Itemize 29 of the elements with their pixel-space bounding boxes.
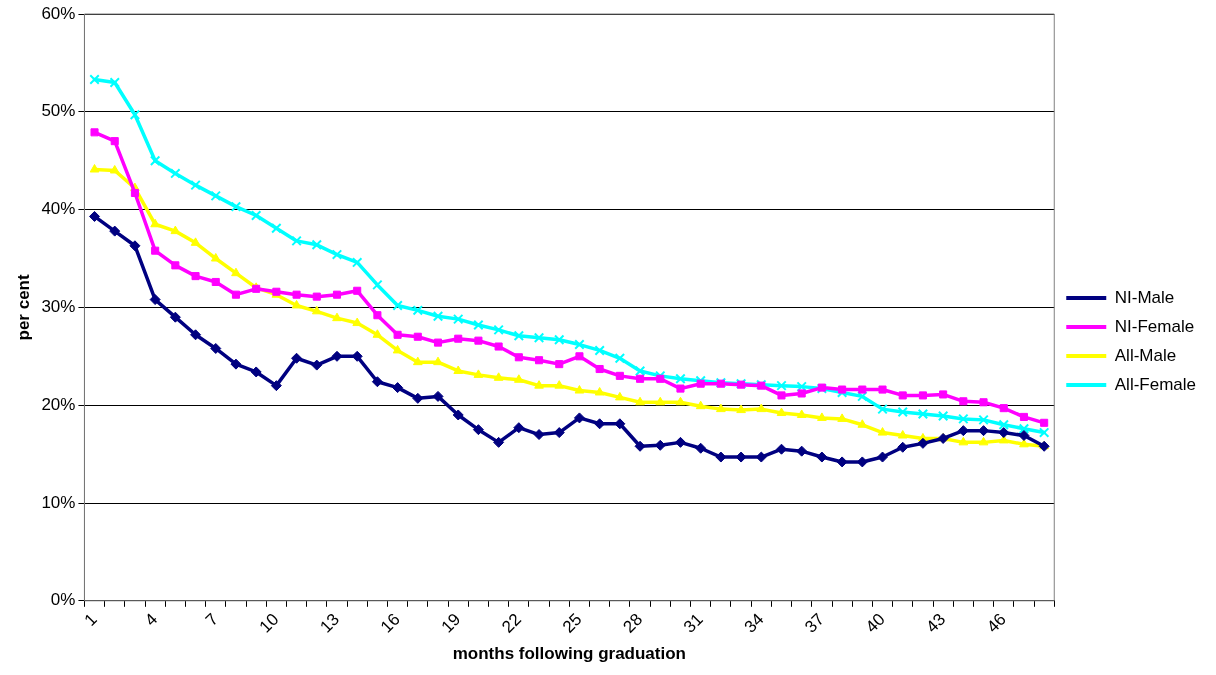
y-tick-label: 50% [41, 101, 76, 121]
x-tick-label: 40 [861, 609, 889, 637]
x-tick-label: 28 [619, 609, 647, 637]
y-tick-label: 20% [41, 394, 76, 414]
x-tick-label: 10 [255, 609, 283, 637]
x-axis-title: months following graduation [452, 644, 686, 664]
y-tick-label: 40% [41, 199, 76, 219]
x-tick-label: 34 [740, 609, 768, 637]
x-tick-label: 37 [801, 609, 829, 637]
y-tick-label: 30% [41, 297, 76, 317]
legend-label: NI-Male [1114, 287, 1175, 307]
legend-label: All-Male [1114, 345, 1177, 365]
x-tick-label: 16 [376, 609, 404, 637]
x-tick-label: 13 [316, 609, 344, 637]
x-tick-label: 22 [498, 609, 525, 637]
y-tick-label: 0% [50, 590, 76, 610]
x-tick-label: 1 [80, 609, 101, 630]
x-tick-label: 19 [437, 609, 465, 637]
x-tick-label: 25 [558, 609, 586, 637]
x-tick-label: 4 [141, 609, 162, 630]
x-tick-label: 7 [201, 609, 222, 630]
y-tick-label: 10% [41, 492, 76, 512]
legend-label: All-Female [1114, 374, 1197, 394]
y-tick-label: 60% [41, 3, 76, 23]
y-axis-title: per cent [13, 274, 33, 341]
x-tick-label: 43 [922, 609, 950, 637]
x-tick-label: 46 [983, 609, 1010, 637]
legend-label: NI-Female [1114, 316, 1195, 336]
x-tick-label: 31 [680, 609, 707, 637]
